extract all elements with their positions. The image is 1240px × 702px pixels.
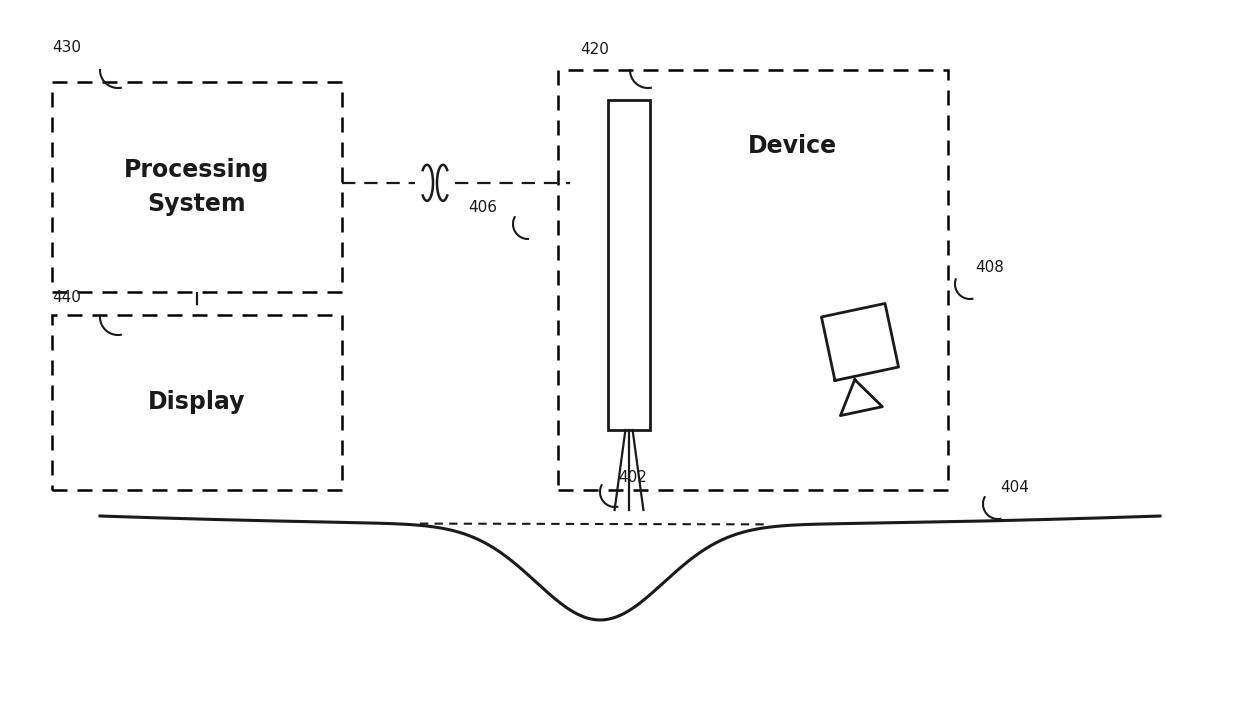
Text: 420: 420 [580, 42, 609, 57]
Text: 440: 440 [52, 290, 81, 305]
Bar [52, 82, 342, 292]
Text: 406: 406 [467, 200, 497, 215]
Bar [608, 100, 650, 430]
Bar [558, 70, 949, 490]
Bar [52, 315, 342, 490]
Text: 402: 402 [618, 470, 647, 485]
Text: 408: 408 [975, 260, 1004, 275]
Text: 430: 430 [52, 40, 81, 55]
Text: 404: 404 [999, 480, 1029, 495]
Text: Processing
System: Processing System [124, 158, 269, 216]
Text: Device: Device [748, 133, 837, 158]
Text: Display: Display [149, 390, 246, 414]
